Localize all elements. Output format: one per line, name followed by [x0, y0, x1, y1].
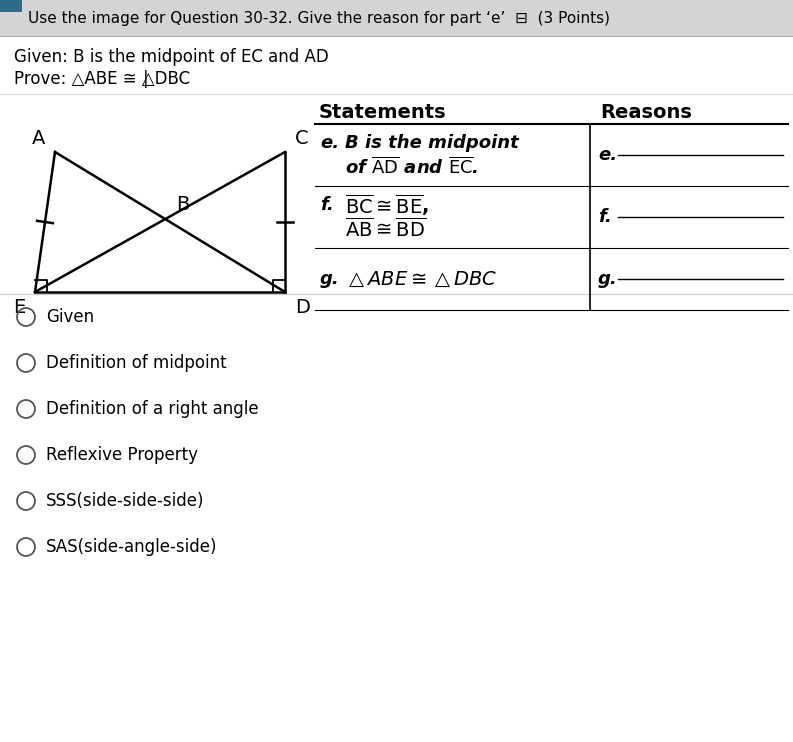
Text: Prove: △ABE ≅ △DBC: Prove: △ABE ≅ △DBC	[14, 70, 190, 88]
Text: B: B	[176, 195, 190, 214]
Text: C: C	[295, 129, 308, 148]
Text: Given: Given	[46, 308, 94, 326]
Text: |: |	[143, 70, 148, 88]
Text: $\overline{\rm BC} \cong \overline{\rm BE}$,: $\overline{\rm BC} \cong \overline{\rm B…	[345, 192, 429, 218]
Text: Use the image for Question 30-32. Give the reason for part ‘e’  ⊟  (3 Points): Use the image for Question 30-32. Give t…	[28, 10, 610, 25]
Text: Statements: Statements	[319, 102, 446, 122]
FancyBboxPatch shape	[0, 0, 793, 36]
Text: f.: f.	[320, 196, 334, 214]
FancyBboxPatch shape	[0, 0, 22, 12]
Text: e.: e.	[598, 146, 617, 164]
FancyBboxPatch shape	[0, 36, 793, 742]
Text: of $\overline{\rm AD}$ and $\overline{\rm EC}$.: of $\overline{\rm AD}$ and $\overline{\r…	[345, 157, 479, 178]
Text: f.: f.	[598, 208, 611, 226]
Text: A: A	[32, 129, 45, 148]
Text: E: E	[13, 298, 25, 317]
Text: SSS(side-side-side): SSS(side-side-side)	[46, 492, 205, 510]
Text: SAS(side-angle-side): SAS(side-angle-side)	[46, 538, 217, 556]
Text: B is the midpoint: B is the midpoint	[345, 134, 519, 152]
Text: Definition of a right angle: Definition of a right angle	[46, 400, 259, 418]
Text: Given: B is the midpoint of EC and AD: Given: B is the midpoint of EC and AD	[14, 48, 329, 66]
Text: Reasons: Reasons	[600, 102, 691, 122]
Text: g.: g.	[598, 270, 618, 288]
Text: Reflexive Property: Reflexive Property	[46, 446, 198, 464]
Text: $\overline{\rm AB} \cong \overline{\rm BD}$: $\overline{\rm AB} \cong \overline{\rm B…	[345, 217, 426, 241]
Text: D: D	[295, 298, 310, 317]
Text: e.: e.	[320, 134, 339, 152]
Text: g.: g.	[320, 270, 339, 288]
Text: Definition of midpoint: Definition of midpoint	[46, 354, 227, 372]
Text: $\triangle ABE \cong \triangle DBC$: $\triangle ABE \cong \triangle DBC$	[345, 269, 497, 289]
